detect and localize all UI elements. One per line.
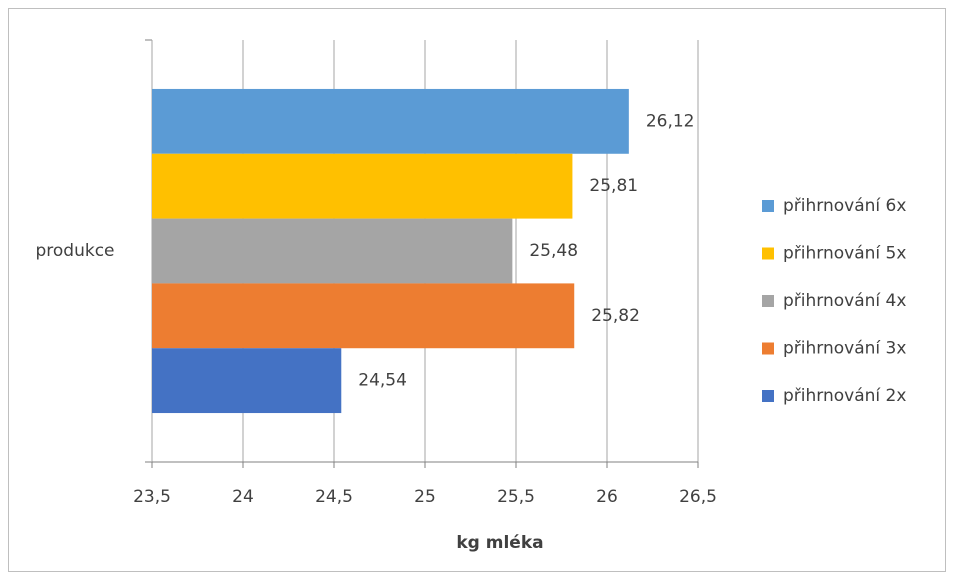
bar (152, 218, 513, 284)
bar (152, 348, 342, 414)
x-tick-label: 24,5 (315, 487, 353, 507)
bar (152, 153, 573, 219)
x-tick-label: 25,5 (497, 487, 535, 507)
legend-label: přihrnování 4x (783, 291, 906, 311)
legend-swatch (762, 342, 774, 355)
legend-label: přihrnování 2x (783, 386, 906, 406)
bar (152, 283, 575, 349)
legend-label: přihrnování 3x (783, 339, 906, 359)
legend-label: přihrnování 5x (783, 244, 906, 264)
x-tick-label: 26,5 (679, 487, 717, 507)
legend-swatch (762, 247, 774, 260)
value-label: 25,82 (591, 306, 640, 326)
value-label: 26,12 (646, 111, 695, 131)
x-tick-label: 26 (596, 487, 618, 507)
value-label: 24,54 (358, 371, 407, 391)
legend-swatch (762, 295, 774, 307)
value-label: 25,81 (589, 176, 638, 196)
legend-label: přihrnování 6x (783, 196, 906, 216)
y-tick-label: produkce (35, 241, 114, 261)
legend-swatch (762, 390, 774, 402)
x-tick-label: 25 (414, 487, 436, 507)
x-axis-title: kg mléka (456, 533, 543, 553)
legend-swatch (762, 200, 774, 212)
value-label: 25,48 (529, 241, 578, 261)
x-tick-label: 24 (232, 487, 254, 507)
bar (152, 88, 629, 154)
x-tick-label: 23,5 (133, 487, 171, 507)
